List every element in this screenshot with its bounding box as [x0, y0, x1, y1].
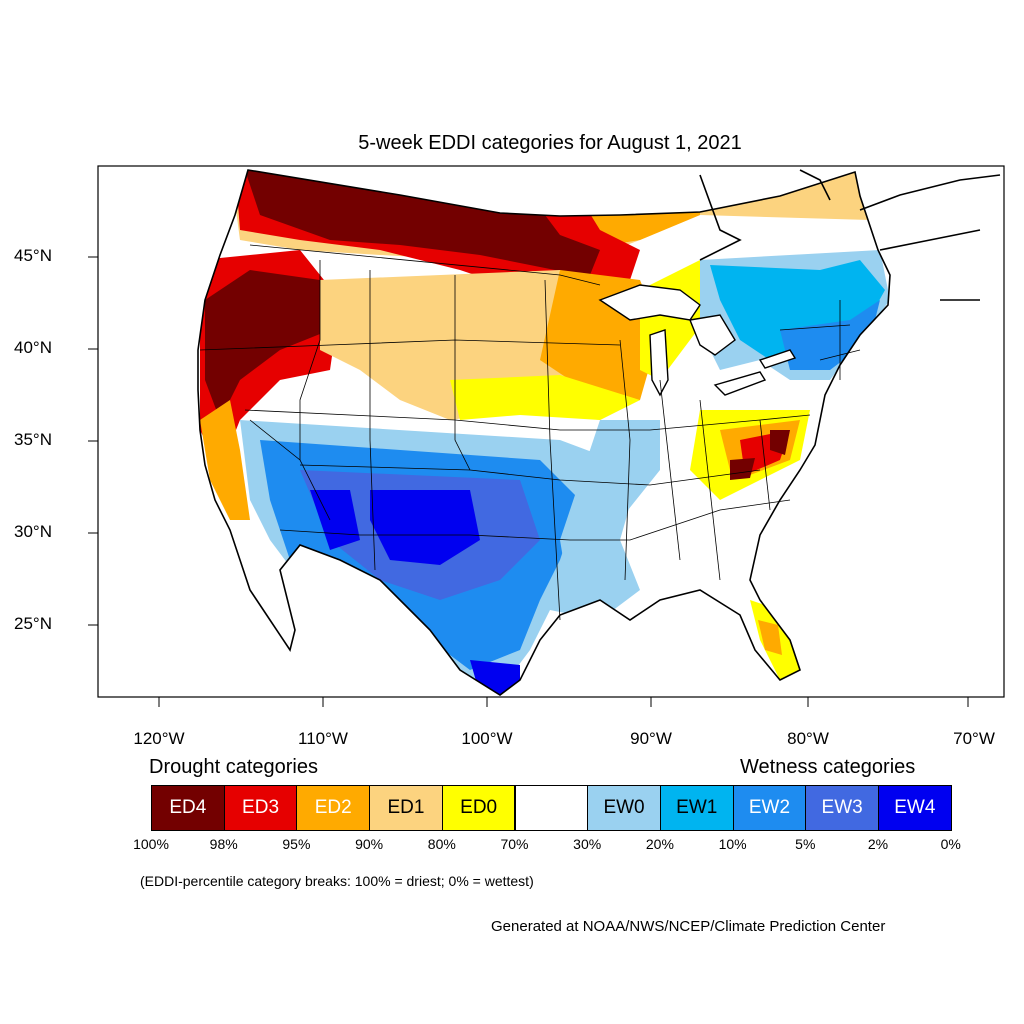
legend-swatch: EW1: [659, 785, 734, 831]
legend-swatch: EW3: [805, 785, 879, 831]
legend-break-label: 2%: [867, 836, 889, 852]
legend-swatch: EW2: [732, 785, 807, 831]
lat-tick-label: 35°N: [14, 430, 52, 449]
legend-break-label: 100%: [133, 836, 169, 852]
credit-text: Generated at NOAA/NWS/NCEP/Climate Predi…: [491, 918, 886, 935]
lon-tick-label: 90°W: [630, 729, 672, 748]
legend-break-label: 95%: [282, 836, 311, 852]
lat-tick-label: 30°N: [14, 522, 52, 541]
legend-swatch: [514, 785, 589, 831]
legend-break-label: 20%: [645, 836, 674, 852]
lat-tick-label: 40°N: [14, 338, 52, 357]
legend-swatch: ED1: [369, 785, 443, 831]
legend-break-label: 0%: [940, 836, 961, 852]
legend-break-label: 90%: [355, 836, 384, 852]
lon-tick-label: 70°W: [953, 729, 995, 748]
legend-break-label: 98%: [209, 836, 238, 852]
legend-break-label: 30%: [573, 836, 602, 852]
lon-tick-label: 100°W: [461, 729, 513, 748]
lon-tick-label: 120°W: [133, 729, 185, 748]
lon-tick-label: 80°W: [787, 729, 829, 748]
legend-break-label: 80%: [427, 836, 456, 852]
legend-note: (EDDI-percentile category breaks: 100% =…: [140, 873, 534, 889]
lat-tick-label: 45°N: [14, 246, 52, 265]
legend-break-label: 10%: [718, 836, 747, 852]
lon-tick-label: 110°W: [298, 729, 348, 748]
legend-swatch: EW4: [878, 785, 952, 831]
legend-swatch: ED3: [223, 785, 298, 831]
legend-break-label: 70%: [500, 836, 529, 852]
legend-swatch: ED2: [296, 785, 371, 831]
legend-break-label: 5%: [795, 836, 816, 852]
map-title: 5-week EDDI categories for August 1, 202…: [358, 132, 742, 154]
legend-swatch: ED0: [441, 785, 516, 831]
wetness-legend-heading: Wetness categories: [740, 756, 916, 778]
lat-tick-label: 25°N: [14, 614, 52, 633]
legend-swatch: EW0: [587, 785, 661, 831]
legend-swatch: ED4: [151, 785, 225, 831]
drought-legend-heading: Drought categories: [149, 756, 318, 778]
